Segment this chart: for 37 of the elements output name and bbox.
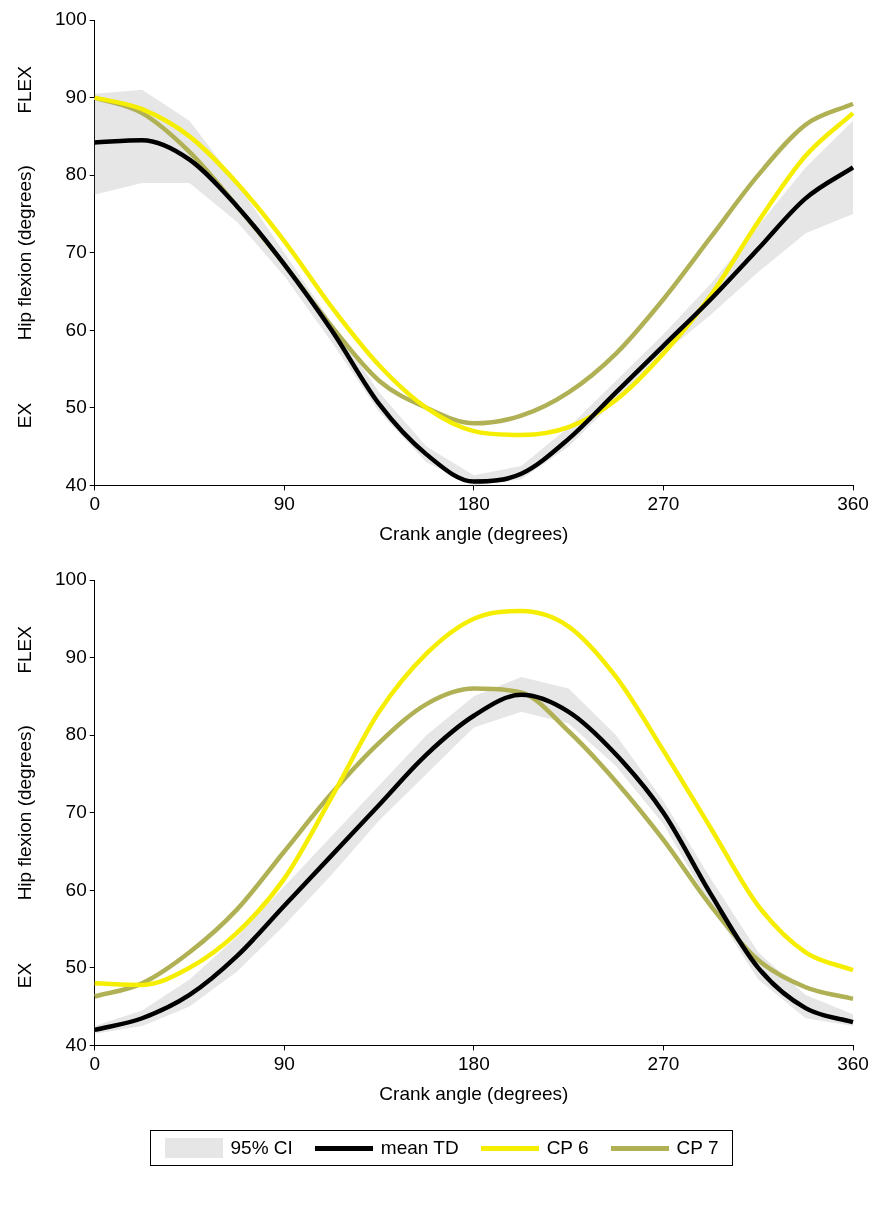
legend-label: CP 7 [676, 1137, 719, 1159]
text: EX [14, 962, 36, 989]
y-axis-title: Hip flexion (degrees) [14, 165, 36, 341]
y-axis-title: Hip flexion (degrees) [14, 725, 36, 901]
legend-label: 95% CI [230, 1137, 293, 1159]
x-axis-title: Crank angle (degrees) [379, 1082, 569, 1104]
x-tick-label: 180 [458, 1053, 490, 1075]
text: FLEX [14, 65, 36, 114]
x-axis-title: Crank angle (degrees) [379, 522, 569, 544]
y-tick-label: 80 [65, 163, 87, 185]
y-tick-label: 60 [65, 318, 87, 340]
legend-label: CP 6 [546, 1137, 589, 1159]
x-tick-label: 270 [647, 493, 680, 515]
y-tick-label: 50 [65, 956, 87, 978]
y-tick-label: 70 [65, 800, 87, 822]
legend-label: mean TD [380, 1137, 459, 1159]
y-tick-label: 100 [55, 8, 87, 30]
y-tick-label: 90 [65, 645, 87, 667]
x-tick-label: 180 [458, 493, 490, 515]
x-tick-label: 360 [837, 493, 869, 515]
y-tick-label: 90 [65, 85, 87, 107]
y-tick-label: 40 [65, 1033, 87, 1055]
text: EX [14, 402, 36, 429]
x-tick-label: 0 [89, 493, 100, 515]
text: FLEX [14, 625, 36, 674]
x-tick-label: 90 [273, 493, 295, 515]
y-tick-label: 40 [65, 473, 87, 495]
line-series [92, 608, 856, 988]
y-tick-label: 100 [55, 568, 87, 590]
x-tick-label: 0 [89, 1053, 100, 1075]
x-tick-label: 360 [837, 1053, 869, 1075]
y-tick-label: 80 [65, 723, 87, 745]
x-tick-label: 270 [647, 1053, 680, 1075]
x-tick-label: 90 [273, 1053, 295, 1075]
y-tick-label: 60 [65, 878, 87, 900]
y-tick-label: 50 [65, 396, 87, 418]
y-tick-label: 70 [65, 240, 87, 262]
